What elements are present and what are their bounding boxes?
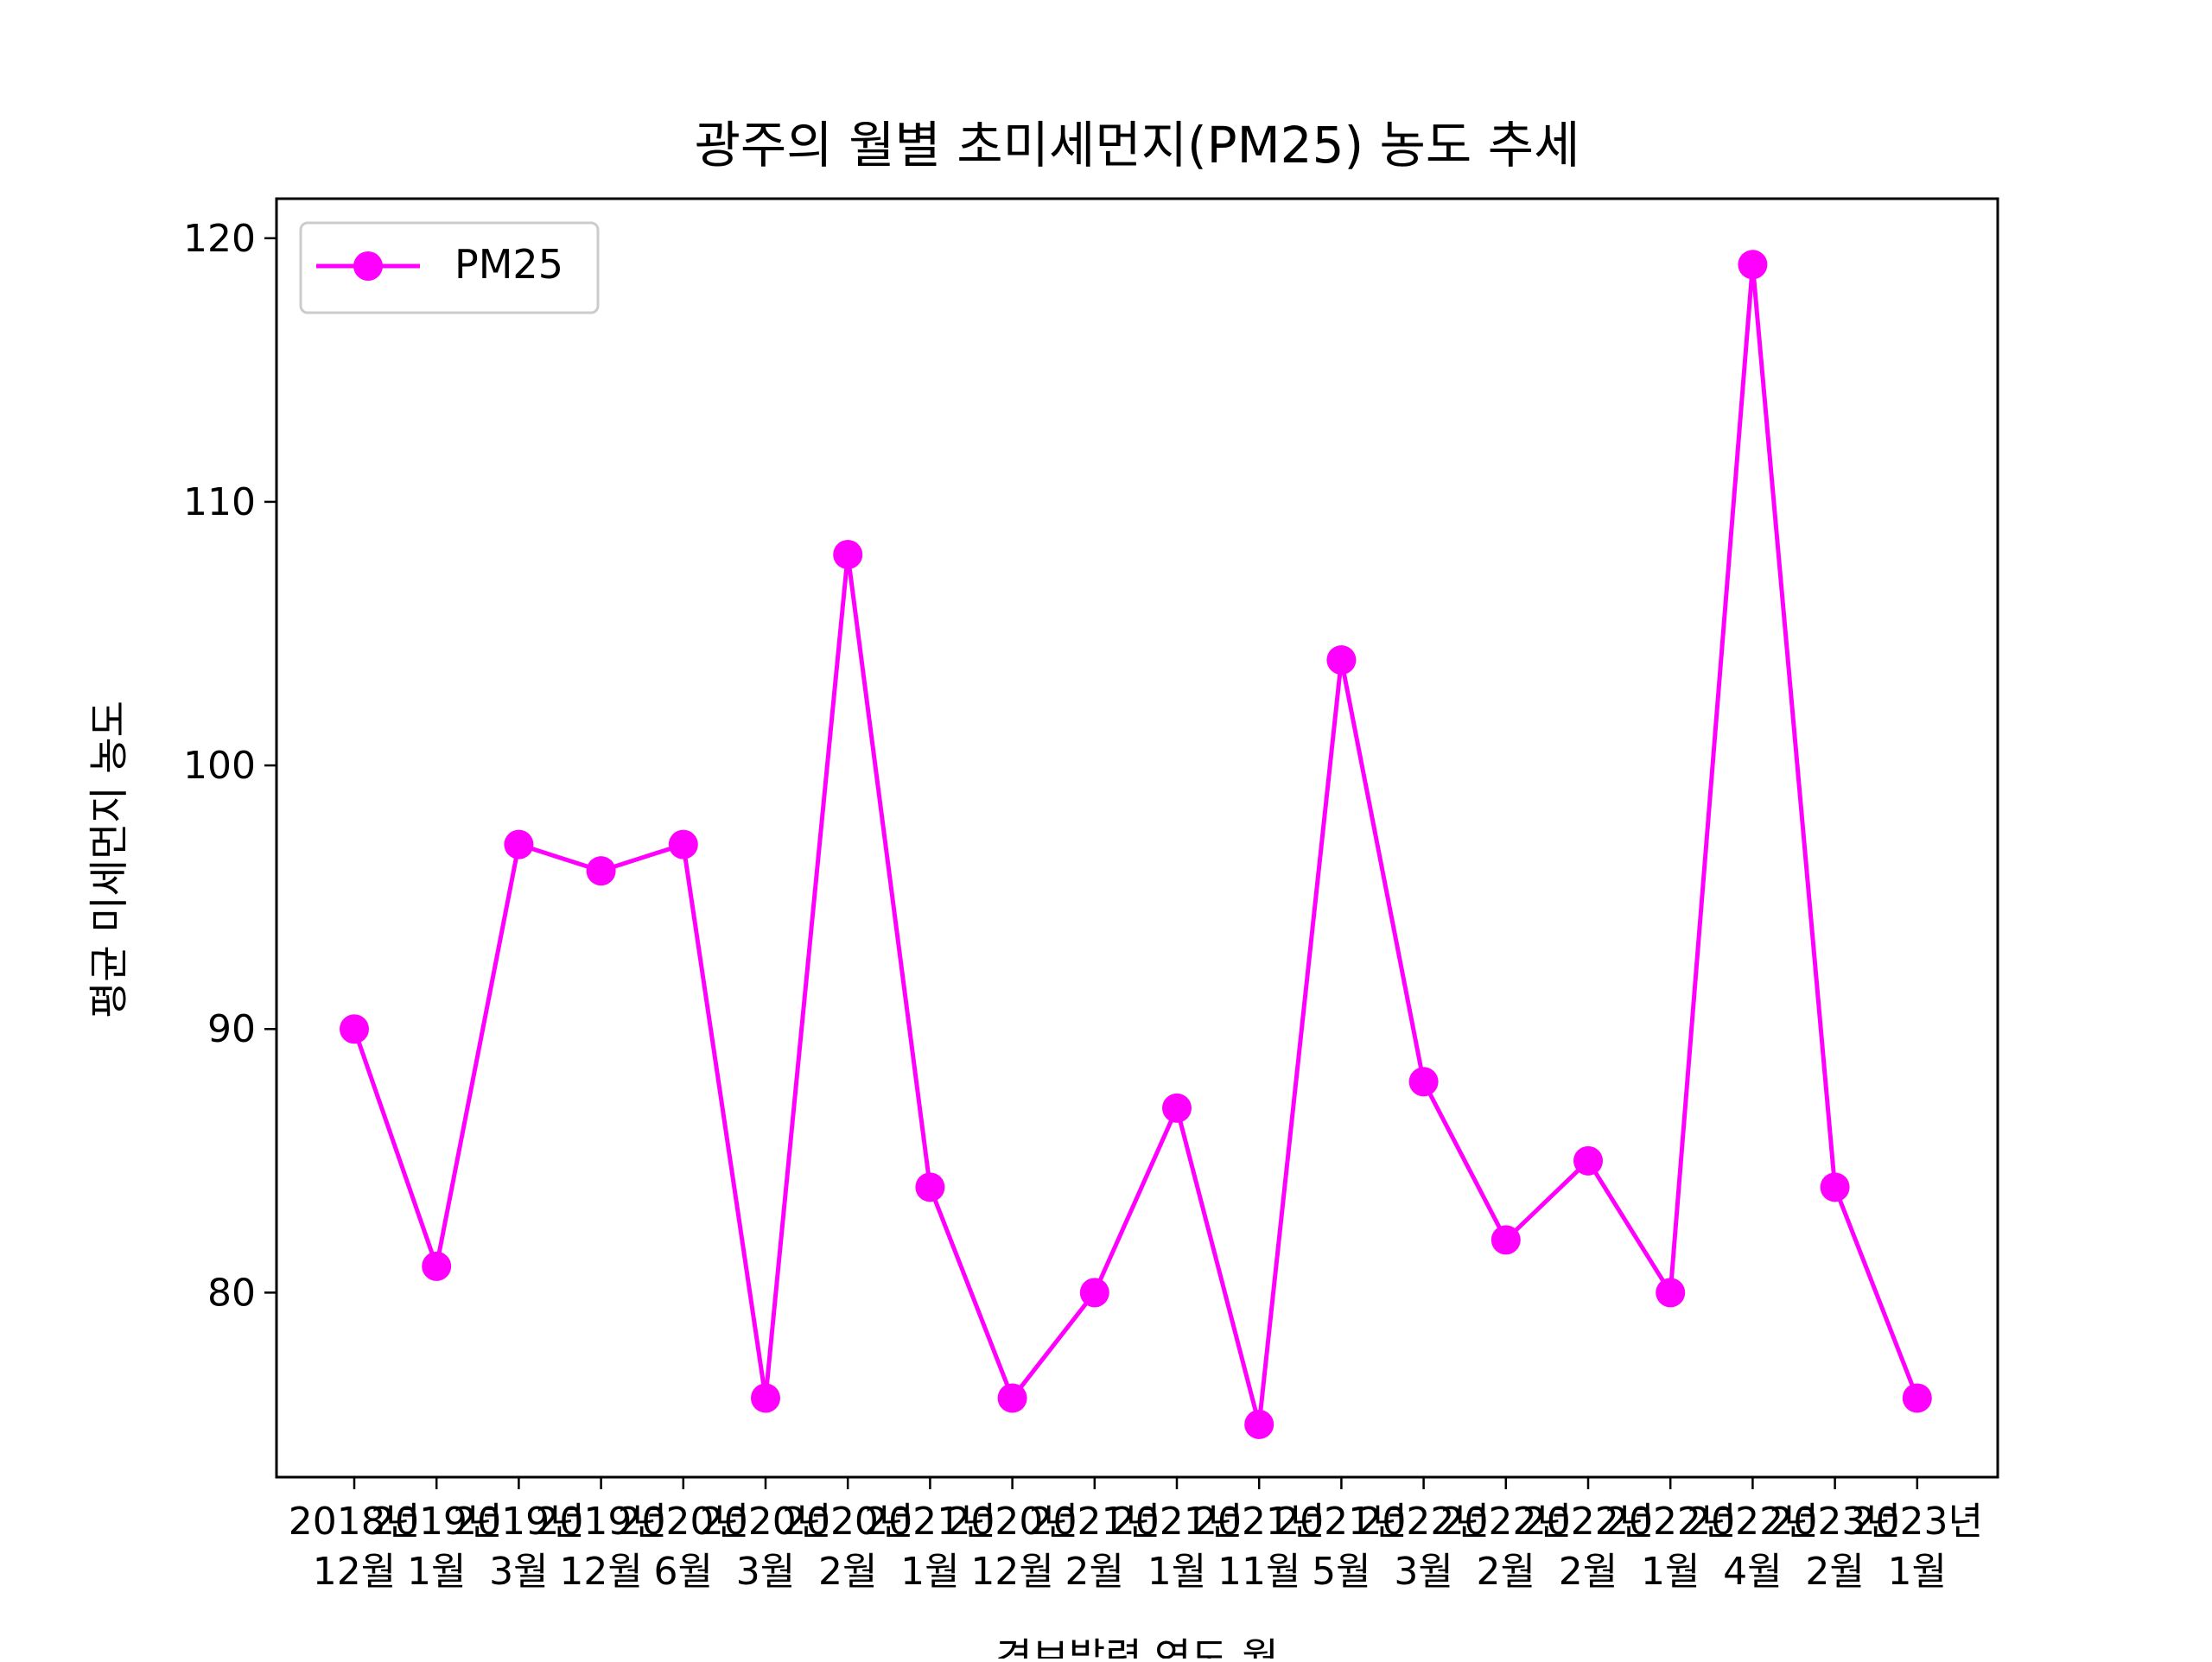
y-tick-label: 80 [207, 1271, 256, 1315]
y-axis-label: 평균 미세먼지 농도 [86, 701, 132, 1018]
x-tick-label: 2021년 1월 [1111, 1500, 1243, 1594]
data-point [504, 829, 534, 860]
y-tick-label: 120 [183, 217, 256, 261]
data-point [1573, 1145, 1603, 1176]
x-tick-label: 2021년 11월 [1193, 1500, 1325, 1594]
x-tick-label: 2023년 2월 [1769, 1500, 1900, 1594]
x-tick-label: 2022년 1월 [1605, 1500, 1736, 1594]
x-tick-label: 2022년 2월 [1440, 1500, 1572, 1594]
data-point [833, 539, 863, 569]
data-point [668, 829, 698, 860]
data-point [586, 856, 616, 886]
chart-title: 광주의 월별 초미세먼지(PM25) 농도 추세 [695, 116, 1580, 174]
y-tick-label: 100 [183, 744, 256, 788]
data-point [1162, 1093, 1192, 1123]
x-tick-label: 2021년 2월 [1029, 1500, 1160, 1594]
x-axis-label: 경보발령 연도-월 [995, 1634, 1278, 1659]
x-tick-label: 2019년 12월 [535, 1500, 666, 1594]
data-point [340, 1014, 369, 1044]
data-point [915, 1172, 945, 1202]
data-point [422, 1251, 452, 1281]
x-tick-label: 2023년 1월 [1852, 1500, 1983, 1594]
y-tick-label: 90 [207, 1007, 256, 1051]
x-tick-label: 2021년 5월 [1275, 1500, 1407, 1594]
data-point [1820, 1172, 1850, 1202]
x-tick-label: 2019년 3월 [453, 1500, 584, 1594]
x-tick-label: 2022년 2월 [1522, 1500, 1654, 1594]
data-point [997, 1383, 1027, 1413]
data-point [1902, 1383, 1932, 1413]
y-tick-label: 110 [183, 480, 256, 524]
data-point [1408, 1067, 1439, 1097]
x-tick-label: 2021년 1월 [864, 1500, 995, 1594]
x-tick-label: 2020년 12월 [946, 1500, 1077, 1594]
data-point [1738, 250, 1768, 280]
data-point [1079, 1278, 1109, 1308]
series-line-pm25 [352, 262, 1920, 1427]
x-tick-label: 2022년 4월 [1687, 1500, 1818, 1594]
data-point [1491, 1225, 1521, 1255]
legend-marker-swatch [353, 251, 383, 281]
x-tick-label: 2020년 6월 [618, 1500, 749, 1594]
data-point [1656, 1278, 1686, 1308]
x-tick-label: 2020년 3월 [700, 1500, 831, 1594]
x-tick-label: 2020년 2월 [782, 1500, 913, 1594]
plot-frame [275, 197, 1999, 1479]
x-tick-label: 2019년 1월 [371, 1500, 502, 1594]
x-tick-label: 2022년 3월 [1357, 1500, 1489, 1594]
data-point [751, 1383, 780, 1413]
x-tick-label: 2018년 12월 [289, 1500, 420, 1594]
data-point [1244, 1409, 1274, 1439]
legend-box [299, 221, 600, 314]
data-point [1326, 645, 1357, 676]
legend-entry-pm25: PM25 [454, 241, 563, 288]
